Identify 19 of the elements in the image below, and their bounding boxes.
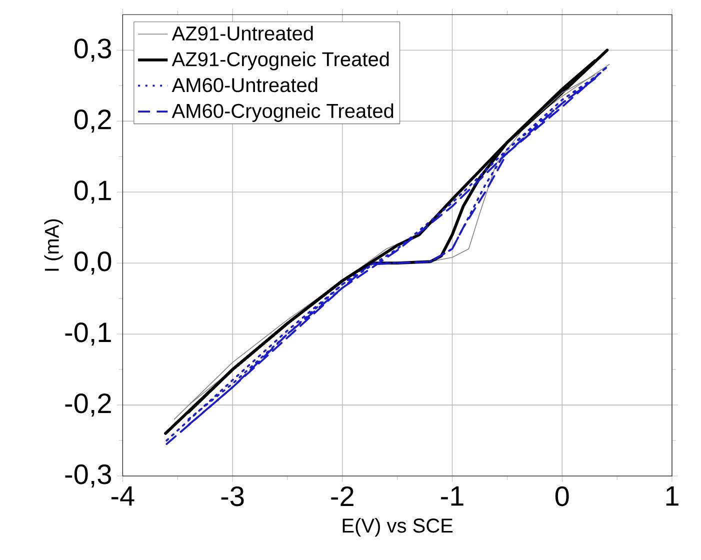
x-tick-label: -2	[331, 486, 354, 506]
y-tick-label: 0,2	[74, 110, 111, 133]
y-tick-label: 0,3	[74, 38, 112, 62]
y-tick-label: 0,0	[74, 252, 112, 275]
y-tick-label: 0,1	[74, 180, 111, 204]
x-tick-label: -3	[221, 486, 244, 506]
y-axis-title: I (mA)	[44, 219, 63, 271]
x-axis-title: E(V) vs SCE	[342, 518, 453, 537]
x-tick-label: -1	[441, 486, 464, 506]
legend-label: AM60-Untreated	[172, 78, 318, 92]
x-tick-label: 0	[555, 486, 569, 506]
legend-label: AM60-Cryogneic Treated	[172, 103, 394, 122]
y-tick-label: -0,1	[65, 322, 111, 346]
y-tick-label: -0,2	[65, 393, 111, 417]
legend-label: AZ91-Untreated	[172, 26, 313, 41]
y-tick-label: -0,3	[65, 464, 112, 488]
legend-label: AZ91-Cryogneic Treated	[172, 52, 389, 70]
x-tick-label: -4	[111, 486, 134, 506]
x-tick-label: 1	[666, 486, 678, 506]
